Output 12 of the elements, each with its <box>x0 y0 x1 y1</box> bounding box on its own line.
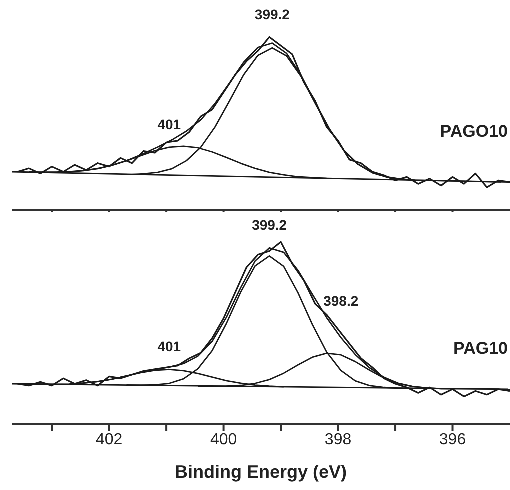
annotation: 398.2 <box>324 293 359 309</box>
x-tick-label: 400 <box>210 431 238 448</box>
x-tick-label: 398 <box>324 431 352 448</box>
text: PAG10 <box>454 338 508 359</box>
annotation: 401 <box>158 338 182 354</box>
x-tick-label: 402 <box>96 431 123 448</box>
annotation: 399.2 <box>254 6 290 22</box>
x-axis-title: Binding Energy (eV) <box>174 462 348 482</box>
text: PAGO10 <box>440 122 508 142</box>
x-tick-label: 396 <box>439 431 466 448</box>
annotation: 399.2 <box>252 217 288 234</box>
annotation: 401 <box>158 116 182 132</box>
